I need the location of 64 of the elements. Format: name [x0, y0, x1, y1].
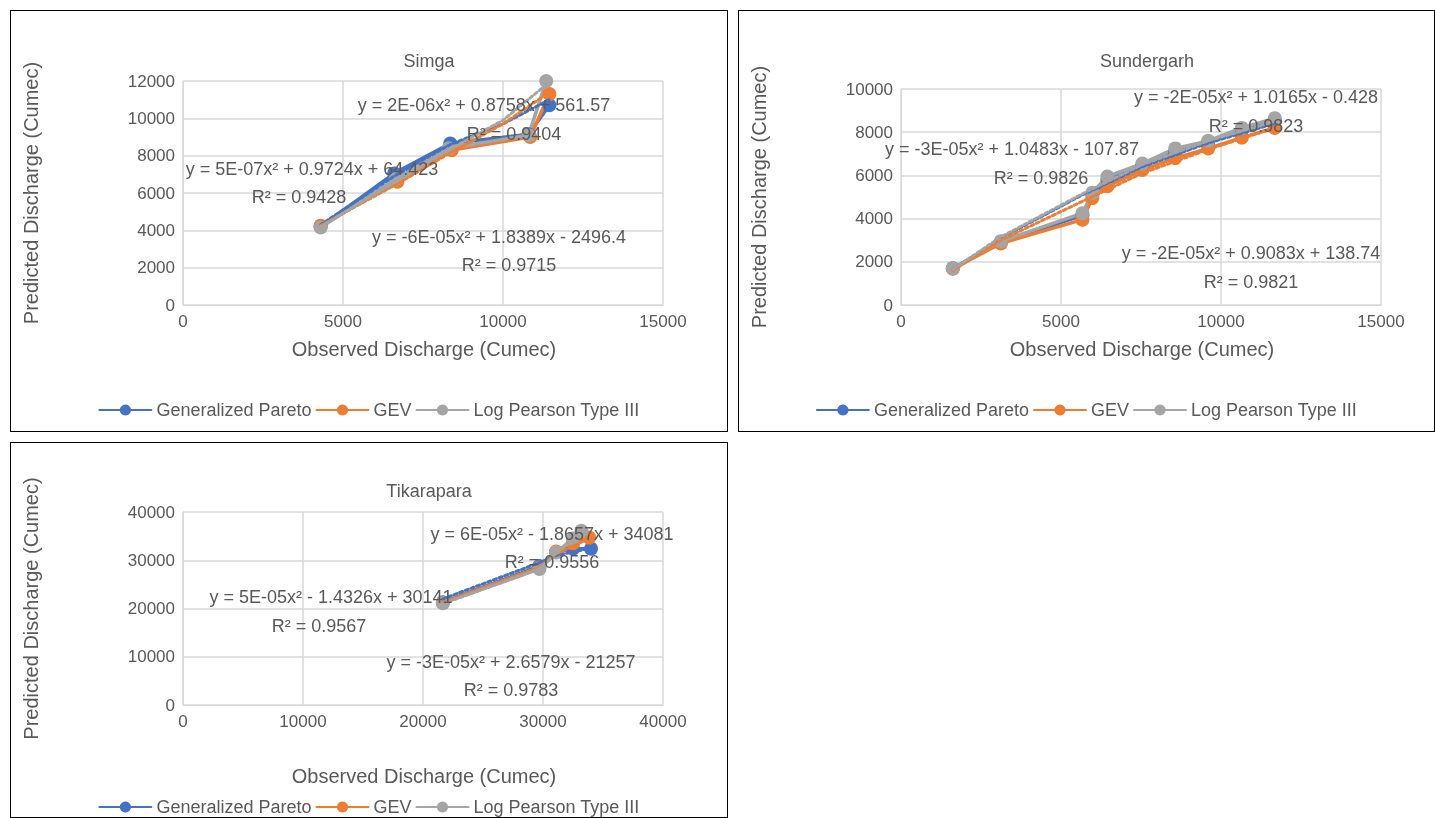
annotation: R² = 0.9428 [251, 187, 347, 207]
y-tick-label: 20000 [127, 599, 175, 618]
y-tick-label: 6000 [855, 165, 893, 185]
y-tick-label: 6000 [137, 183, 175, 203]
y-tick-label: 2000 [137, 258, 175, 278]
y-tick-label: 8000 [855, 122, 893, 142]
x-tick-label: 10000 [279, 712, 327, 731]
y-tick-label: 10000 [127, 647, 175, 667]
y-tick-label: 10000 [845, 79, 893, 99]
x-tick-label: 0 [178, 712, 188, 731]
x-tick-label: 10000 [1197, 312, 1245, 331]
x-axis-title: Observed Discharge (Cumec) [1009, 338, 1275, 360]
y-tick-label: 8000 [137, 146, 175, 166]
x-tick-label: 40000 [639, 712, 687, 731]
x-tick-label: 15000 [1357, 312, 1405, 331]
annotation: R² = 0.9823 [1208, 116, 1304, 136]
chart-title: Sundergarh [1099, 51, 1195, 71]
y-tick-label: 4000 [855, 209, 893, 229]
y-axis-title: Predicted Discharge (Cumec) [20, 477, 42, 740]
y-tick-label: 0 [883, 295, 893, 315]
annotation: y = 5E-05x² - 1.4326x + 30141 [209, 587, 453, 607]
x-tick-label: 5000 [1042, 312, 1080, 331]
x-tick-label: 30000 [519, 712, 567, 731]
annotation: R² = 0.9783 [463, 680, 559, 700]
annotation: R² = 0.9826 [993, 168, 1089, 188]
legend-label: Log Pearson Type III [473, 797, 640, 817]
x-tick-label: 20000 [399, 712, 447, 731]
x-axis-title: Observed Discharge (Cumec) [291, 765, 557, 787]
annotation: y = -2E-05x² + 0.9083x + 138.74 [1121, 243, 1381, 263]
y-tick-label: 30000 [127, 550, 175, 570]
y-axis-title: Predicted Discharge (Cumec) [748, 65, 770, 329]
legend-label: Log Pearson Type III [473, 400, 640, 420]
annotation: y = -2E-05x² + 1.0165x - 0.428 [1133, 87, 1379, 107]
x-tick-label: 5000 [324, 312, 362, 331]
y-tick-label: 40000 [127, 502, 175, 522]
x-tick-label: 10000 [479, 312, 527, 331]
y-axis-title: Predicted Discharge (Cumec) [20, 61, 42, 325]
annotation: R² = 0.9567 [271, 616, 367, 636]
annotation: y = -3E-05x² + 1.0483x - 107.87 [884, 139, 1140, 159]
x-axis-title: Observed Discharge (Cumec) [291, 338, 557, 360]
annotation: y = -3E-05x² + 2.6579x - 21257 [386, 652, 636, 672]
legend-label: Generalized Pareto [873, 400, 1029, 420]
x-tick-label: 15000 [639, 312, 687, 331]
legend-label: Log Pearson Type III [1191, 400, 1357, 420]
legend-label: Generalized Pareto [156, 400, 312, 420]
chart-title: Simga [403, 51, 456, 71]
y-tick-label: 10000 [127, 108, 175, 128]
y-tick-label: 0 [165, 295, 175, 315]
x-tick-label: 0 [178, 312, 188, 331]
annotation: R² = 0.9821 [1203, 272, 1299, 292]
x-tick-label: 0 [896, 312, 906, 331]
legend-label: GEV [1090, 400, 1129, 420]
legend-label: GEV [373, 797, 412, 817]
legend-label: GEV [373, 400, 412, 420]
annotation: R² = 0.9715 [461, 255, 557, 275]
y-tick-label: 12000 [127, 71, 175, 91]
annotation: y = -6E-05x² + 1.8389x - 2496.4 [371, 227, 627, 247]
legend-label: Generalized Pareto [156, 797, 312, 817]
y-tick-label: 4000 [137, 220, 175, 240]
y-tick-label: 0 [165, 695, 175, 715]
chart-title: Tikarapara [386, 481, 473, 501]
y-tick-label: 2000 [855, 252, 893, 272]
annotation: R² = 0.9556 [504, 552, 600, 572]
annotation: y = 5E-07x² + 0.9724x + 64.423 [185, 159, 439, 179]
